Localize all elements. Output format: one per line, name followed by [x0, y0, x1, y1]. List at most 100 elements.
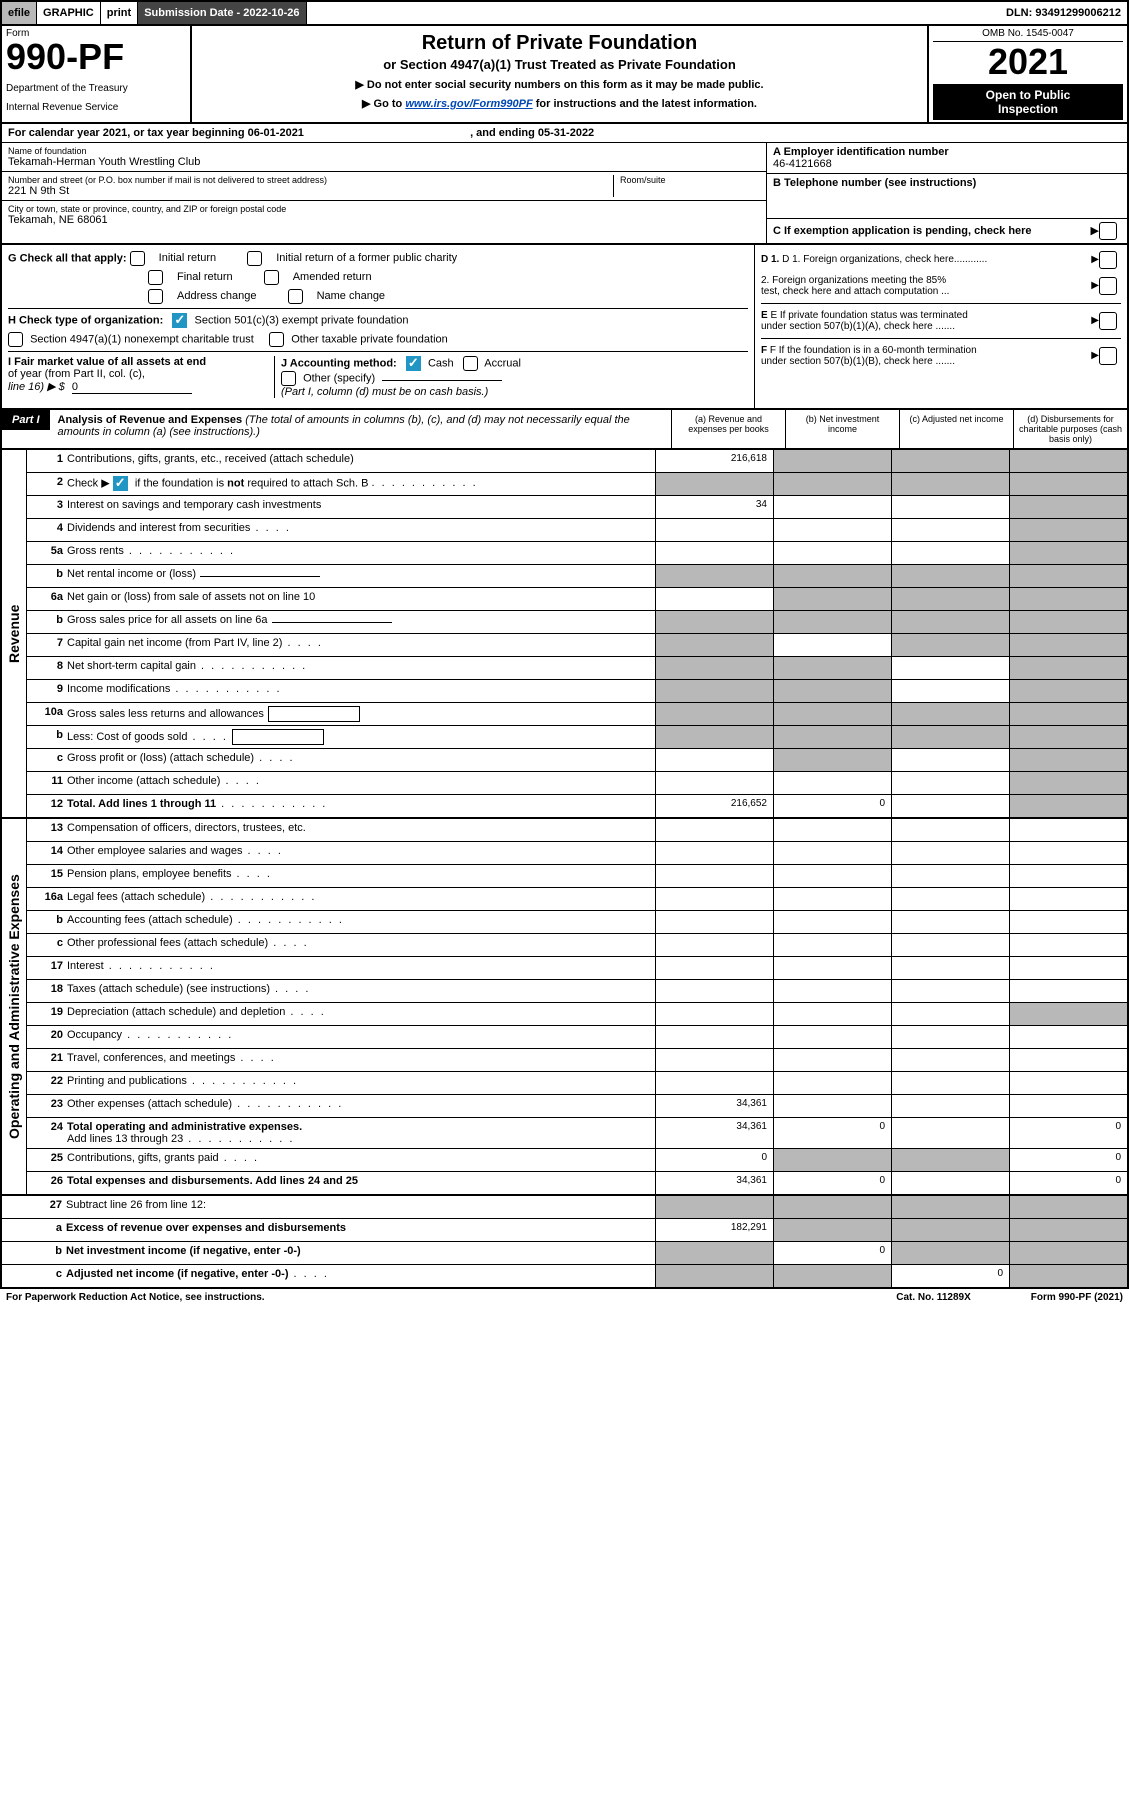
r27c-desc: Adjusted net income (if negative, enter …	[66, 1268, 288, 1280]
i-l3: line 16) ▶ $	[8, 381, 65, 393]
cell-d	[1009, 565, 1127, 587]
cell-b	[773, 1149, 891, 1171]
cell-a: 34,361	[655, 1172, 773, 1194]
irs-link[interactable]: www.irs.gov/Form990PF	[405, 98, 532, 110]
goto-suffix: for instructions and the latest informat…	[536, 98, 757, 110]
table-row: b Less: Cost of goods sold	[27, 725, 1127, 748]
cell-c	[891, 1003, 1009, 1025]
part1-desc: Analysis of Revenue and Expenses (The to…	[50, 410, 671, 442]
line-num: 21	[27, 1049, 67, 1071]
line-desc: Subtract line 26 from line 12:	[66, 1196, 655, 1218]
j-accrual-checkbox[interactable]	[463, 356, 478, 371]
line-num: b	[27, 565, 67, 587]
r24-desc2: Add lines 13 through 23	[67, 1133, 183, 1145]
cell-b	[773, 542, 891, 564]
d1-item: D 1. D 1. Foreign organizations, check h…	[761, 251, 1121, 269]
g-row: G Check all that apply: Initial return I…	[8, 251, 748, 266]
cell-c	[891, 473, 1009, 495]
table-row: 7 Capital gain net income (from Part IV,…	[27, 633, 1127, 656]
cell-b	[773, 1265, 891, 1287]
cal-begin: 06-01-2021	[248, 127, 304, 139]
d1-checkbox[interactable]	[1099, 251, 1117, 269]
line-desc: Compensation of officers, directors, tru…	[67, 819, 655, 841]
cell-d	[1009, 842, 1127, 864]
h-row2: Section 4947(a)(1) nonexempt charitable …	[8, 332, 748, 352]
g-final-checkbox[interactable]	[148, 270, 163, 285]
line-num: 2	[27, 473, 67, 495]
open-l1: Open to Public	[937, 88, 1119, 102]
j-other: Other (specify)	[303, 372, 375, 384]
cell-d	[1009, 772, 1127, 794]
h-4947-checkbox[interactable]	[8, 332, 23, 347]
cell-a	[655, 680, 773, 702]
e-checkbox[interactable]	[1099, 312, 1117, 330]
cell-b	[773, 703, 891, 725]
form-number: 990-PF	[6, 39, 186, 75]
line-num: c	[27, 934, 67, 956]
cell-c	[891, 1026, 1009, 1048]
table-row: 8 Net short-term capital gain	[27, 656, 1127, 679]
cell-b: 0	[773, 1242, 891, 1264]
line-desc: Gross sales less returns and allowances	[67, 703, 655, 725]
r2-checkbox[interactable]	[113, 476, 128, 491]
cell-c	[891, 795, 1009, 817]
cell-a	[655, 473, 773, 495]
g-name-checkbox[interactable]	[288, 289, 303, 304]
line-num: 3	[27, 496, 67, 518]
g-initial-checkbox[interactable]	[130, 251, 145, 266]
g-initial-former-checkbox[interactable]	[247, 251, 262, 266]
main-title: Return of Private Foundation	[202, 32, 917, 55]
r9-desc: Income modifications	[67, 683, 170, 695]
line-desc: Check ▶ if the foundation is not require…	[67, 473, 655, 495]
line-desc: Total. Add lines 1 through 11	[67, 795, 655, 817]
column-headers: (a) Revenue and expenses per books (b) N…	[671, 410, 1127, 448]
table-row: c Adjusted net income (if negative, ente…	[2, 1264, 1127, 1287]
line-desc: Dividends and interest from securities	[67, 519, 655, 541]
subtitle3: ▶ Go to www.irs.gov/Form990PF for instru…	[202, 97, 917, 110]
cell-a	[655, 611, 773, 633]
j-cash: Cash	[428, 357, 454, 369]
cell-c	[891, 888, 1009, 910]
cell-c	[891, 565, 1009, 587]
cell-a	[655, 588, 773, 610]
table-row: 9 Income modifications	[27, 679, 1127, 702]
addr-label: Number and street (or P.O. box number if…	[8, 175, 607, 185]
j-other-checkbox[interactable]	[281, 371, 296, 386]
line-num: 10a	[27, 703, 67, 725]
cell-d	[1009, 611, 1127, 633]
r7-desc: Capital gain net income (from Part IV, l…	[67, 637, 282, 649]
f-checkbox[interactable]	[1099, 347, 1117, 365]
print-label[interactable]: print	[101, 2, 138, 24]
h-501c3-checkbox[interactable]	[172, 313, 187, 328]
j-cash-checkbox[interactable]	[406, 356, 421, 371]
d1-text: D 1. Foreign organizations, check here..…	[782, 254, 987, 265]
cell-b	[773, 911, 891, 933]
r10a-desc: Gross sales less returns and allowances	[67, 708, 264, 720]
cell-b	[773, 588, 891, 610]
table-row: 20 Occupancy	[27, 1025, 1127, 1048]
d2-checkbox[interactable]	[1099, 277, 1117, 295]
g-addr-checkbox[interactable]	[148, 289, 163, 304]
city-row: City or town, state or province, country…	[2, 201, 766, 243]
cell-a	[655, 819, 773, 841]
arrow-icon: ▶	[1091, 280, 1099, 291]
r21-desc: Travel, conferences, and meetings	[67, 1052, 235, 1064]
cell-a	[655, 1265, 773, 1287]
main-table: Revenue 1 Contributions, gifts, grants, …	[0, 450, 1129, 1289]
e-item: E E If private foundation status was ter…	[761, 303, 1121, 332]
table-row: c Gross profit or (loss) (attach schedul…	[27, 748, 1127, 771]
c-checkbox[interactable]	[1099, 222, 1117, 240]
g-amended-checkbox[interactable]	[264, 270, 279, 285]
line-desc: Other employee salaries and wages	[67, 842, 655, 864]
r16c-desc: Other professional fees (attach schedule…	[67, 937, 268, 949]
cell-b	[773, 842, 891, 864]
cell-b	[773, 772, 891, 794]
cell-a	[655, 634, 773, 656]
cell-c	[891, 1095, 1009, 1117]
table-row: 21 Travel, conferences, and meetings	[27, 1048, 1127, 1071]
table-row: 6a Net gain or (loss) from sale of asset…	[27, 587, 1127, 610]
cell-b	[773, 980, 891, 1002]
h-other-checkbox[interactable]	[269, 332, 284, 347]
line-num: 1	[27, 450, 67, 472]
cell-d	[1009, 542, 1127, 564]
